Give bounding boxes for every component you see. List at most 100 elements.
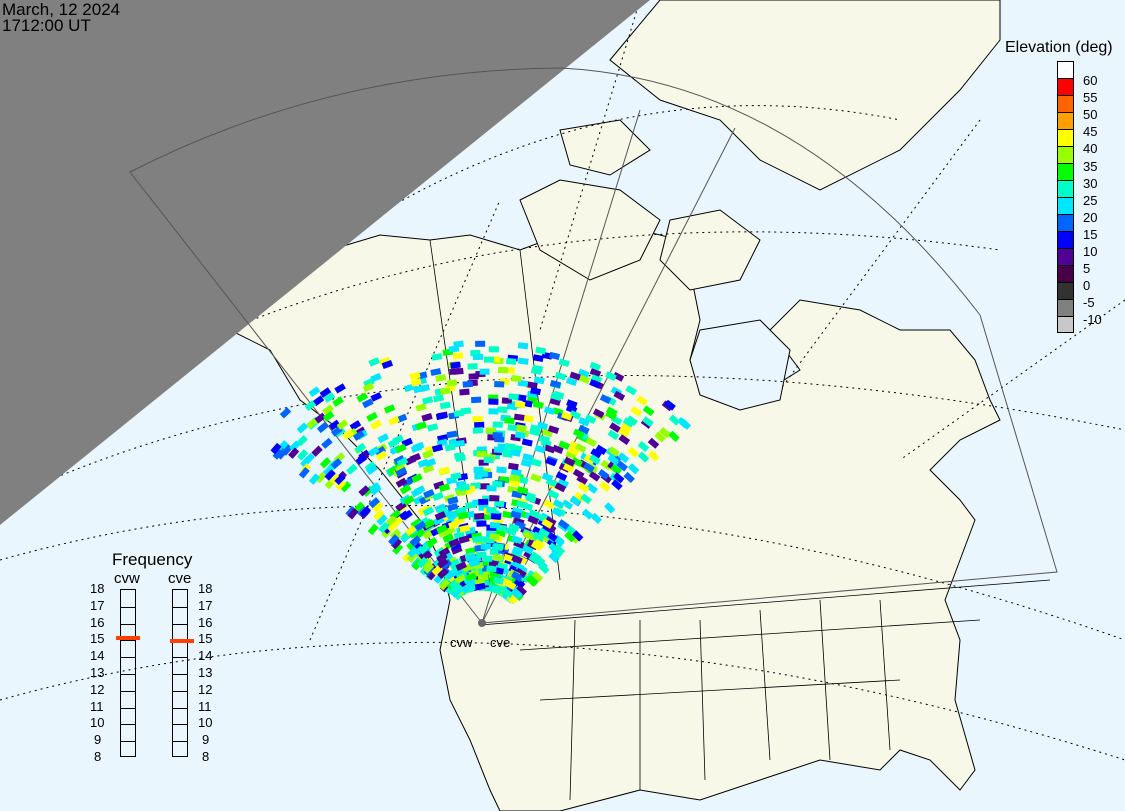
radar-cell [411,473,423,483]
radar-cell [370,392,382,402]
radar-cell [508,523,520,532]
radar-cell [620,422,632,434]
radar-cell [450,472,462,481]
radar-cell [439,387,451,396]
radar-cell [395,477,408,488]
radar-cell [659,426,671,439]
radar-cell [567,446,580,456]
radar-cell [288,447,300,459]
radar-cell [455,561,467,571]
radar-cell [422,449,434,459]
frequency-tick-label: 9 [202,732,210,748]
radar-cell [308,386,321,398]
radar-cell [509,474,521,482]
radar-cell [472,415,483,423]
radar-cell [557,478,570,488]
radar-cell [436,524,448,535]
radar-cell [517,342,529,350]
radar-cell [354,442,367,454]
radar-label-cve: cve [490,635,511,650]
radar-cell [612,371,625,382]
radar-cell [438,578,450,591]
radar-cell [486,565,497,573]
radar-cell [377,433,390,444]
radar-cell [413,495,425,505]
radar-cell [488,408,499,415]
radar-cell [430,368,442,376]
radar-cell [346,463,358,475]
radar-cell [423,518,435,530]
radar-cell [511,535,523,545]
radar-cell [517,486,529,495]
radar-cell [527,515,540,525]
radar-cell [493,446,505,454]
radar-cell [394,443,407,454]
radar-cell [303,452,315,465]
radar-cell [515,584,528,596]
frequency-tick-label: 18 [90,581,105,596]
radar-cell [492,421,503,428]
radar-cell [349,420,362,431]
radar-cell [590,448,602,459]
radar-cell [422,562,435,574]
radar-cell [493,542,504,551]
radar-cell [492,432,503,439]
radar-cell [497,366,509,374]
radar-cell [637,451,650,463]
radar-cell [564,531,576,543]
radar-cell [511,554,523,565]
radar-cell [476,450,487,458]
radar-cell [532,364,544,373]
radar-cell [609,422,621,433]
radar-cell [510,510,522,519]
radar-cell [590,374,603,384]
radar-cell [457,511,469,520]
radar-cell [613,390,626,401]
radar-cell [533,376,545,385]
colorbar-swatch [1057,129,1074,146]
frequency-tick-label: 11 [198,698,212,714]
radar-cell [589,454,601,465]
radar-cell [465,553,477,562]
frequency-tick-label: 15 [90,631,105,647]
radar-cell [623,471,635,484]
radar-cell [532,531,545,542]
radar-cell [572,468,585,479]
radar-cell [442,533,454,543]
radar-cell [504,443,516,451]
radar-cell [599,481,611,493]
radar-cell [555,471,568,482]
colorbar-swatch [1057,214,1074,231]
radar-cell [449,367,460,376]
radar-cell [483,456,494,464]
radar-cell [459,524,471,533]
radar-cell [342,429,354,440]
radar-cell [393,455,406,465]
colorbar-swatch [1057,180,1074,197]
radar-cell [383,404,396,414]
radar-cell [510,468,522,477]
frequency-tick-label: 17 [198,597,213,613]
colorbar-swatch [1057,282,1074,299]
colorbar-swatch [1057,163,1074,180]
radar-cell [664,399,676,411]
radar-cell [323,392,336,403]
radar-cell [356,392,369,403]
radar-cell [444,443,456,452]
frequency-title: Frequency [112,550,193,569]
radar-cell [494,380,505,388]
frequency-tick-label: 17 [90,597,105,613]
radar-cell [642,416,654,428]
radar-cell [421,413,433,422]
radar-cell [548,551,560,564]
colorbar-label: 25 [1083,192,1098,208]
colorbar-label: 30 [1083,175,1098,191]
radar-cell [452,352,464,360]
radar-cell [563,456,576,467]
frequency-tick-label: 10 [198,715,213,731]
frequency-tick-label: 8 [202,749,210,764]
radar-cell [637,441,650,453]
radar-cell [458,535,470,544]
radar-cell [417,556,429,569]
radar-cell [448,558,461,569]
